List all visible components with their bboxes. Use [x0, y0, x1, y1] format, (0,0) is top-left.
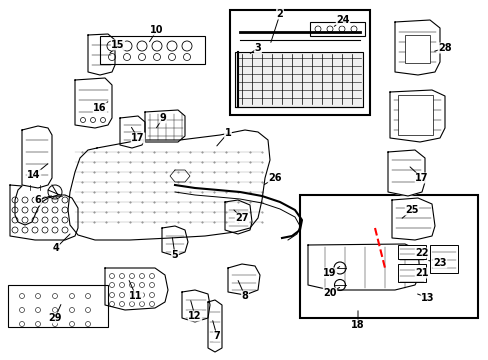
Text: 12: 12	[188, 311, 202, 321]
Bar	[100, 36, 204, 64]
Text: 2: 2	[276, 9, 283, 19]
Polygon shape	[182, 290, 209, 322]
Bar	[235, 52, 362, 107]
Text: 23: 23	[432, 258, 446, 268]
Polygon shape	[68, 130, 269, 240]
Text: 7: 7	[213, 331, 220, 341]
Text: 17: 17	[414, 173, 428, 183]
Bar	[397, 95, 432, 135]
Text: 9: 9	[159, 113, 166, 123]
Polygon shape	[10, 185, 78, 240]
Polygon shape	[105, 268, 168, 310]
Text: 16: 16	[93, 103, 106, 113]
Polygon shape	[391, 198, 434, 240]
Text: 20: 20	[323, 288, 336, 298]
Text: 24: 24	[336, 15, 349, 25]
Bar	[429, 245, 457, 273]
Text: 18: 18	[350, 320, 364, 330]
Text: 3: 3	[254, 43, 261, 53]
Text: 29: 29	[48, 313, 61, 323]
Polygon shape	[75, 78, 112, 128]
Text: 14: 14	[27, 170, 41, 180]
Text: 6: 6	[35, 195, 41, 205]
Bar	[404, 35, 429, 63]
Text: 27: 27	[235, 213, 248, 223]
Text: 17: 17	[131, 133, 144, 143]
Text: 5: 5	[171, 250, 178, 260]
Polygon shape	[162, 226, 187, 256]
Bar	[397, 264, 425, 282]
Text: 13: 13	[420, 293, 434, 303]
Text: 21: 21	[414, 268, 428, 278]
Bar	[229, 10, 369, 115]
Polygon shape	[227, 264, 260, 295]
Text: 28: 28	[437, 43, 451, 53]
Polygon shape	[389, 90, 444, 142]
Polygon shape	[307, 244, 419, 290]
Text: 19: 19	[323, 268, 336, 278]
Text: 15: 15	[111, 40, 124, 50]
Polygon shape	[145, 110, 184, 142]
Polygon shape	[387, 150, 424, 196]
Text: 25: 25	[405, 205, 418, 215]
Text: 1: 1	[224, 128, 231, 138]
Bar	[309, 22, 364, 36]
Text: 11: 11	[129, 291, 142, 301]
Polygon shape	[120, 116, 145, 148]
Bar	[299, 195, 477, 318]
Polygon shape	[207, 300, 222, 352]
Polygon shape	[224, 200, 251, 234]
Polygon shape	[88, 34, 115, 75]
Text: 4: 4	[53, 243, 59, 253]
Text: 10: 10	[150, 25, 163, 35]
Text: 26: 26	[268, 173, 281, 183]
Bar	[8, 285, 108, 327]
Text: 8: 8	[241, 291, 248, 301]
Text: 22: 22	[414, 248, 428, 258]
Polygon shape	[394, 20, 439, 75]
Polygon shape	[22, 126, 52, 188]
Bar	[397, 245, 425, 259]
